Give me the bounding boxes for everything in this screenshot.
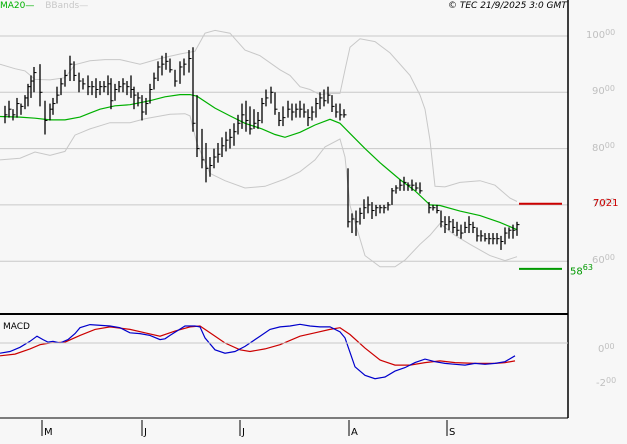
- month-label: S: [449, 427, 456, 438]
- price-axis-label: 8000: [592, 140, 615, 154]
- chart-frame: [0, 0, 569, 419]
- copyright-timestamp: © TEC 21/9/2025 3:0 GMT: [448, 1, 567, 11]
- price-axis-label: 7000: [592, 196, 615, 210]
- month-label: M: [44, 427, 53, 438]
- price-axis-label: 10000: [586, 28, 616, 41]
- bollinger-bands: [0, 29, 518, 268]
- support-label: 5863: [570, 263, 593, 278]
- resistance-label: 7021: [593, 198, 619, 209]
- chart-legend: MA20— BBands—: [0, 0, 88, 12]
- price-bars: [4, 47, 520, 250]
- macd-title: MACD: [3, 322, 30, 332]
- macd-axis-label: -200: [596, 376, 617, 389]
- month-label: J: [144, 427, 147, 438]
- support-resistance-lines: [519, 202, 562, 270]
- macd-axis-label: 000: [598, 342, 615, 355]
- macd-lines: [0, 323, 516, 380]
- legend-bbands: BBands—: [45, 1, 89, 11]
- bband-upper-line: [0, 29, 518, 202]
- x-axis-ticks: [41, 420, 448, 436]
- price-axis-label: 9000: [592, 84, 615, 98]
- legend-ma20: MA20—: [0, 1, 35, 11]
- month-label: J: [242, 427, 245, 438]
- macd-line: [0, 323, 516, 380]
- bband-lower-line: [0, 113, 518, 268]
- price-gridlines: [0, 35, 568, 262]
- month-label: A: [351, 427, 358, 438]
- macd-signal-line: [0, 325, 516, 366]
- price-axis-label: 6000: [592, 253, 615, 267]
